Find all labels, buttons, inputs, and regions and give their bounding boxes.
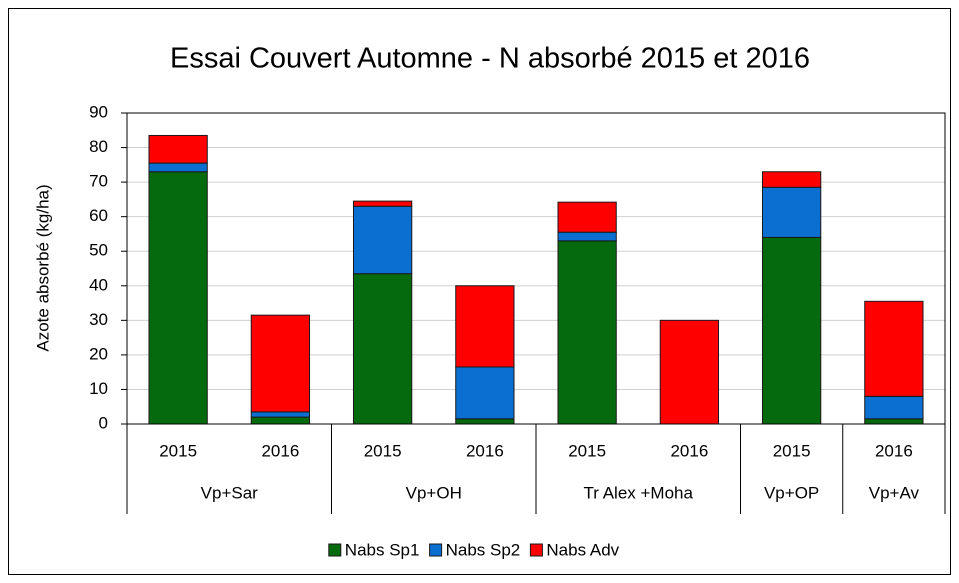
bar-segment [864, 418, 924, 425]
bar-segment [557, 240, 617, 425]
bar-segment [148, 162, 208, 173]
y-tick-label: 60 [89, 206, 108, 225]
bar-segment [250, 314, 311, 413]
legend-label: Nabs Sp1 [345, 540, 420, 559]
bar-segment [352, 205, 413, 275]
group-label: Vp+Av [869, 483, 920, 502]
group-label: Vp+OP [764, 483, 819, 502]
bar-segment [659, 319, 720, 425]
bar-segment [864, 300, 924, 397]
x-tick-label: 2015 [773, 441, 811, 460]
group-label: Vp+Sar [201, 483, 259, 502]
bar-segment [250, 411, 311, 418]
x-tick-label: 2016 [261, 441, 299, 460]
y-tick-label: 50 [89, 241, 108, 260]
bar-segment [148, 134, 208, 164]
bar-segment [148, 171, 208, 425]
bar-segment [761, 236, 822, 425]
bar-segment [250, 416, 311, 425]
bar-segment [455, 285, 515, 368]
chart-title: Essai Couvert Automne - N absorbé 2015 e… [170, 43, 810, 75]
y-tick-label: 10 [89, 379, 108, 398]
x-tick-label: 2015 [159, 441, 197, 460]
x-tick-label: 2015 [568, 441, 606, 460]
y-tick-label: 80 [89, 137, 108, 156]
y-axis-label: Azote absorbé (kg/ha) [33, 184, 52, 351]
bar-segment [761, 186, 822, 238]
bar-segment [557, 201, 617, 233]
bar-segment [352, 200, 413, 207]
bar-segment [455, 366, 515, 420]
y-tick-label: 40 [89, 275, 108, 294]
group-label: Tr Alex +Moha [584, 483, 694, 502]
x-tick-label: 2015 [364, 441, 402, 460]
legend-swatch [328, 543, 342, 557]
bar-segment [352, 273, 413, 425]
bar-segment [761, 171, 822, 188]
x-tick-label: 2016 [875, 441, 913, 460]
bar-segment [864, 395, 924, 420]
y-tick-label: 70 [89, 172, 108, 191]
y-tick-label: 90 [89, 102, 108, 121]
bar-segment [557, 231, 617, 242]
bar-segment [455, 418, 515, 425]
y-tick-label: 0 [99, 413, 108, 432]
legend-swatch [529, 543, 543, 557]
legend-label: Nabs Adv [546, 540, 619, 559]
x-tick-label: 2016 [466, 441, 504, 460]
legend-label: Nabs Sp2 [446, 540, 521, 559]
x-tick-label: 2016 [670, 441, 708, 460]
y-tick-label: 20 [89, 344, 108, 363]
y-tick-label: 30 [89, 310, 108, 329]
group-label: Vp+OH [406, 483, 462, 502]
legend-swatch [429, 543, 443, 557]
